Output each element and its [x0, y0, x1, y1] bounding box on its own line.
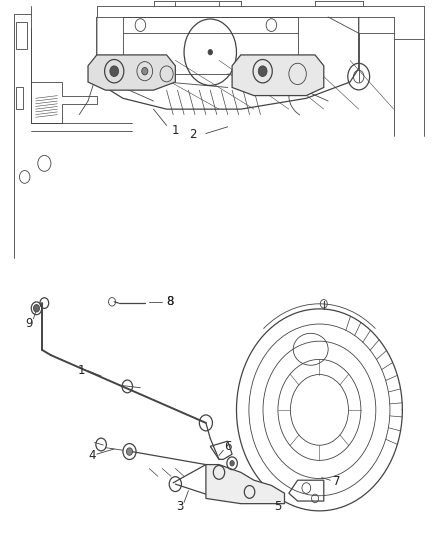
Text: 8: 8: [166, 295, 174, 308]
Polygon shape: [206, 465, 285, 504]
Circle shape: [230, 461, 234, 466]
Circle shape: [208, 50, 212, 55]
Text: 7: 7: [333, 475, 341, 488]
Text: 3: 3: [176, 500, 184, 513]
Text: 9: 9: [25, 318, 33, 330]
Text: 6: 6: [224, 440, 231, 453]
Text: 2: 2: [189, 128, 197, 141]
Text: 4: 4: [88, 449, 96, 462]
Text: 1: 1: [172, 124, 179, 138]
Bar: [16, 87, 22, 109]
Circle shape: [33, 304, 39, 312]
Circle shape: [110, 66, 119, 77]
Circle shape: [127, 448, 133, 455]
Polygon shape: [232, 55, 324, 95]
Text: 8: 8: [166, 295, 174, 308]
Bar: [16, 22, 27, 50]
Text: 5: 5: [274, 500, 282, 513]
Text: 1: 1: [78, 364, 85, 377]
Circle shape: [142, 68, 148, 75]
Circle shape: [258, 66, 267, 77]
Polygon shape: [88, 55, 175, 90]
